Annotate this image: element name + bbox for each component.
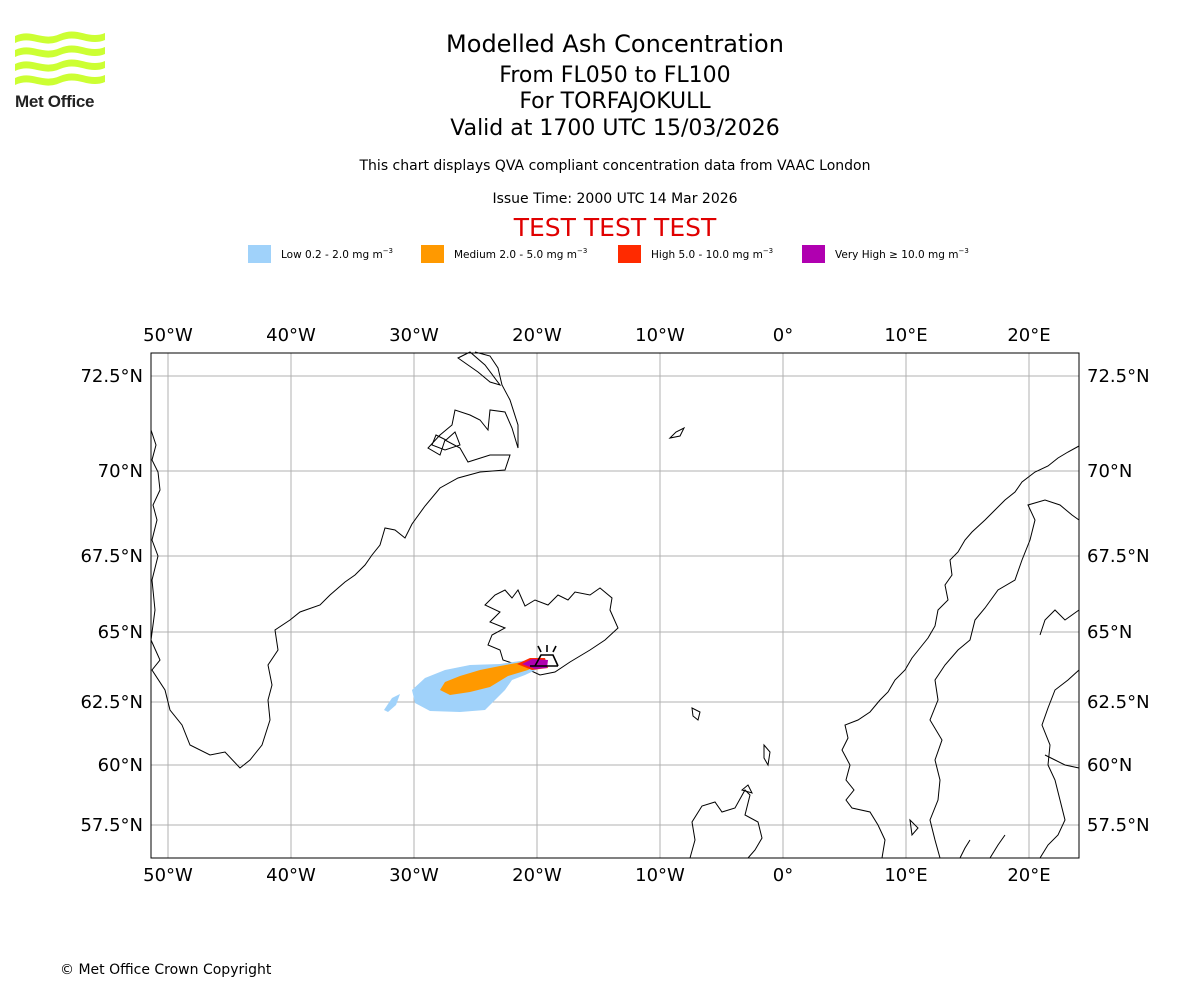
ash-medium xyxy=(440,662,540,695)
lat-tick-label: 70°N xyxy=(98,461,143,482)
lat-tick-label: 65°N xyxy=(98,622,143,643)
met-office-logo-icon xyxy=(15,31,105,86)
lon-tick-label: 30°W xyxy=(389,865,439,886)
map-frame xyxy=(150,352,1080,859)
copyright: © Met Office Crown Copyright xyxy=(60,962,272,978)
lon-tick-label: 10°E xyxy=(884,325,927,346)
lat-tick-label: 65°N xyxy=(1087,622,1132,643)
lat-tick-label: 72.5°N xyxy=(80,366,143,387)
lon-tick-label: 10°W xyxy=(635,865,685,886)
test-banner: TEST TEST TEST xyxy=(513,213,717,242)
lon-tick-label: 30°W xyxy=(389,325,439,346)
lat-tick-label: 67.5°N xyxy=(1087,546,1150,567)
legend-swatch-very-high xyxy=(802,245,825,263)
qva-note: This chart displays QVA compliant concen… xyxy=(359,158,871,174)
volcano-name: For TORFAJOKULL xyxy=(519,89,711,114)
lat-tick-label: 62.5°N xyxy=(80,692,143,713)
lon-tick-label: 20°W xyxy=(512,865,562,886)
legend-item-medium: Medium 2.0 - 5.0 mg m−3 xyxy=(421,244,587,264)
scotland-coast xyxy=(689,789,763,859)
lat-tick-label: 70°N xyxy=(1087,461,1132,482)
lon-tick-label: 20°E xyxy=(1007,865,1050,886)
gridlines xyxy=(151,353,1079,858)
lat-tick-label: 67.5°N xyxy=(80,546,143,567)
lon-tick-label: 40°W xyxy=(266,865,316,886)
lon-ticks-bottom: 50°W 40°W 30°W 20°W 10°W 0° 10°E 20°E xyxy=(143,865,1050,886)
legend-swatch-medium xyxy=(421,245,444,263)
lat-tick-label: 72.5°N xyxy=(1087,366,1150,387)
lat-tick-label: 62.5°N xyxy=(1087,692,1150,713)
ash-map: 50°W 40°W 30°W 20°W 10°W 0° 10°E 20°E 50… xyxy=(80,325,1150,886)
logo-text: Met Office xyxy=(15,92,95,111)
lon-ticks-top: 50°W 40°W 30°W 20°W 10°W 0° 10°E 20°E xyxy=(143,325,1050,346)
issue-time: Issue Time: 2000 UTC 14 Mar 2026 xyxy=(492,191,738,207)
lat-tick-label: 60°N xyxy=(1087,755,1132,776)
lat-tick-label: 60°N xyxy=(98,755,143,776)
legend-swatch-low xyxy=(248,245,271,263)
ash-plume xyxy=(384,658,548,712)
iceland-coast xyxy=(484,587,619,676)
lat-ticks-right: 72.5°N 70°N 67.5°N 65°N 62.5°N 60°N 57.5… xyxy=(1087,366,1150,836)
legend: Low 0.2 - 2.0 mg m−3 Medium 2.0 - 5.0 mg… xyxy=(0,244,1200,264)
volcano-icon xyxy=(530,645,559,667)
legend-item-low: Low 0.2 - 2.0 mg m−3 xyxy=(248,244,393,264)
lat-ticks-left: 72.5°N 70°N 67.5°N 65°N 62.5°N 60°N 57.5… xyxy=(80,366,143,836)
valid-time: Valid at 1700 UTC 15/03/2026 xyxy=(450,116,780,141)
lon-tick-label: 10°W xyxy=(635,325,685,346)
legend-item-high: High 5.0 - 10.0 mg m−3 xyxy=(618,244,773,264)
lon-tick-label: 10°E xyxy=(884,865,927,886)
chart-title: Modelled Ash Concentration xyxy=(446,30,784,58)
lat-tick-label: 57.5°N xyxy=(80,815,143,836)
scandinavia-coast xyxy=(841,445,1080,859)
lon-tick-label: 50°W xyxy=(143,325,193,346)
legend-swatch-high xyxy=(618,245,641,263)
lon-tick-label: 20°W xyxy=(512,325,562,346)
lon-tick-label: 40°W xyxy=(266,325,316,346)
lon-tick-label: 20°E xyxy=(1007,325,1050,346)
lon-tick-label: 0° xyxy=(773,325,793,346)
lat-tick-label: 57.5°N xyxy=(1087,815,1150,836)
lon-tick-label: 50°W xyxy=(143,865,193,886)
lon-tick-label: 0° xyxy=(773,865,793,886)
coastlines xyxy=(150,351,1080,859)
flight-levels: From FL050 to FL100 xyxy=(499,63,731,88)
greenland-coast xyxy=(150,351,519,769)
legend-item-very-high: Very High ≥ 10.0 mg m−3 xyxy=(802,244,969,264)
